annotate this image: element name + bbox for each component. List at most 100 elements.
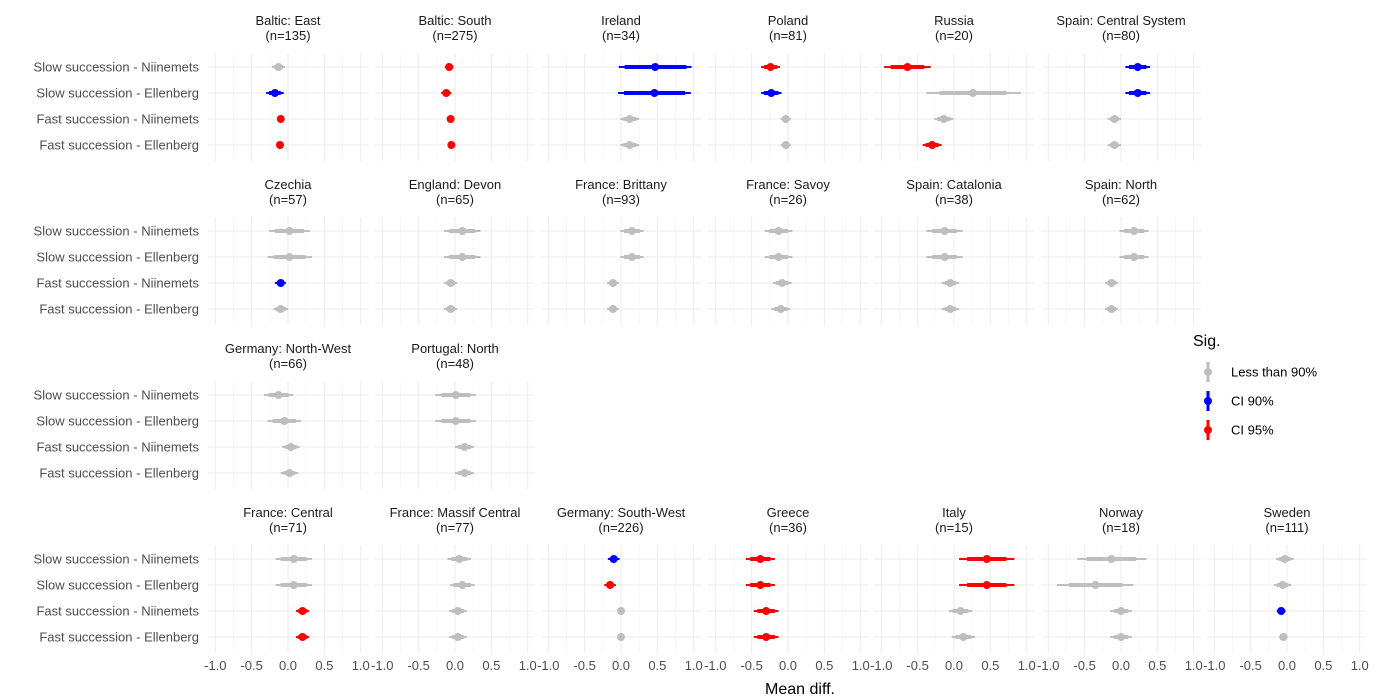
x-tick-label: -1.0	[1203, 658, 1225, 673]
x-tick-label: 0.5	[1314, 658, 1332, 673]
point-estimate	[1279, 633, 1288, 641]
y-axis-labels: Slow succession - Niinemets Slow successi…	[34, 60, 200, 645]
point-estimate	[627, 253, 636, 261]
point-estimate	[276, 305, 285, 313]
point-estimate	[1117, 633, 1125, 641]
point-estimate	[609, 555, 618, 563]
point-estimate	[940, 253, 949, 261]
x-tick-label: -0.5	[1239, 658, 1261, 673]
legend-key-point	[1204, 397, 1212, 405]
point-estimate	[650, 89, 659, 97]
legend-keys: Less than 90% CI 90% CI 95%	[1204, 362, 1317, 440]
facet-panel: Spain: North(n=62)	[1041, 177, 1201, 325]
x-tick-label: -0.5	[906, 658, 928, 673]
legend-label: CI 90%	[1231, 394, 1274, 409]
facet-title: Spain: Catalonia	[906, 177, 1002, 192]
x-tick-label: -1.0	[704, 658, 726, 673]
point-estimate	[762, 633, 771, 641]
facet-sample-size: (n=135)	[265, 28, 310, 43]
x-tick-label: 1.0	[1351, 658, 1369, 673]
point-estimate	[1107, 555, 1116, 563]
x-tick-label: 1.0	[1185, 658, 1203, 673]
facet-panel: Poland(n=81)	[708, 13, 868, 161]
facet-title: France: Brittany	[575, 177, 667, 192]
facet-title: Spain: Central System	[1056, 13, 1185, 28]
x-axis-title: Mean diff.	[765, 681, 835, 698]
legend-label: Less than 90%	[1231, 365, 1317, 380]
x-tick-label: -0.5	[1073, 658, 1095, 673]
x-tick-label: -0.5	[407, 658, 429, 673]
point-estimate	[445, 63, 454, 71]
point-estimate	[446, 279, 455, 287]
facet-title: Baltic: South	[419, 13, 492, 28]
point-estimate	[756, 555, 765, 563]
facet-panel: Baltic: East(n=135)	[208, 13, 368, 161]
point-estimate	[939, 115, 948, 123]
facet-sample-size: (n=81)	[769, 28, 807, 43]
y-axis-label: Slow succession - Ellenberg	[36, 414, 199, 429]
x-tick-label: -1.0	[537, 658, 559, 673]
facet-sample-size: (n=15)	[935, 520, 973, 535]
facet-sample-size: (n=62)	[1102, 192, 1140, 207]
point-estimate	[903, 63, 912, 71]
facet-panel: Norway(n=18)	[1041, 505, 1201, 653]
point-estimate	[928, 141, 937, 149]
facet-title: Italy	[942, 505, 966, 520]
legend-label: CI 95%	[1231, 423, 1274, 438]
facet-sample-size: (n=71)	[269, 520, 307, 535]
point-estimate	[1133, 63, 1142, 71]
x-tick-label: 0.0	[779, 658, 797, 673]
facet-sample-size: (n=111)	[1265, 520, 1308, 535]
x-tick-label: 0.0	[279, 658, 297, 673]
x-tick-label: 0.0	[612, 658, 630, 673]
point-estimate	[285, 253, 294, 261]
facet-title: Spain: North	[1085, 177, 1157, 192]
facet-title: Ireland	[601, 13, 641, 28]
point-estimate	[276, 279, 285, 287]
point-estimate	[289, 555, 298, 563]
facet-sample-size: (n=57)	[269, 192, 307, 207]
y-axis-label: Fast succession - Niinemets	[36, 604, 199, 619]
facet-panel: France: Massif Central(n=77)	[375, 505, 535, 653]
y-axis-label: Fast succession - Ellenberg	[39, 302, 199, 317]
facet-sample-size: (n=20)	[935, 28, 973, 43]
point-estimate	[767, 89, 776, 97]
facet-sample-size: (n=34)	[602, 28, 640, 43]
facet-sample-size: (n=66)	[269, 356, 307, 371]
legend-key-point	[1204, 426, 1212, 434]
y-axis-label: Fast succession - Niinemets	[36, 440, 199, 455]
point-estimate	[298, 633, 307, 641]
facet-title: France: Massif Central	[390, 505, 521, 520]
facet-title: Sweden	[1264, 505, 1311, 520]
point-estimate	[276, 115, 285, 123]
point-estimate	[458, 227, 467, 235]
facet-panel: Italy(n=15)	[874, 505, 1034, 653]
point-estimate	[458, 581, 467, 589]
facet-title: France: Savoy	[746, 177, 830, 192]
point-estimate	[625, 115, 634, 123]
x-tick-label: 0.0	[446, 658, 464, 673]
x-tick-label: 1.0	[1018, 658, 1036, 673]
facet-sample-size: (n=18)	[1102, 520, 1140, 535]
point-estimate	[617, 607, 625, 615]
x-axis: -1.0 -0.5 0.0 0.5 1.0 -1.0 -0.5 0.0 0.5 1.0 -1.0 -0…	[204, 658, 1369, 673]
x-tick-label: 1.0	[685, 658, 703, 673]
y-axis-label: Fast succession - Ellenberg	[39, 630, 199, 645]
point-estimate	[451, 391, 460, 399]
facet-panel: Spain: Catalonia(n=38)	[874, 177, 1034, 325]
facet-title: Czechia	[265, 177, 313, 192]
facet-panel: Greece(n=36)	[708, 505, 868, 653]
facet-sample-size: (n=36)	[769, 520, 807, 535]
facet-title: Germany: North-West	[225, 341, 352, 356]
x-tick-label: 1.0	[519, 658, 537, 673]
point-estimate	[274, 63, 283, 71]
x-tick-label: 0.5	[482, 658, 500, 673]
facet-title: England: Devon	[409, 177, 502, 192]
facet-sample-size: (n=275)	[432, 28, 477, 43]
facet-panel: Czechia(n=57)	[208, 177, 368, 325]
point-estimate	[956, 607, 965, 615]
x-tick-label: 0.5	[981, 658, 999, 673]
point-estimate	[1130, 227, 1139, 235]
y-axis-label: Slow succession - Niinemets	[34, 552, 200, 567]
point-estimate	[617, 633, 625, 641]
